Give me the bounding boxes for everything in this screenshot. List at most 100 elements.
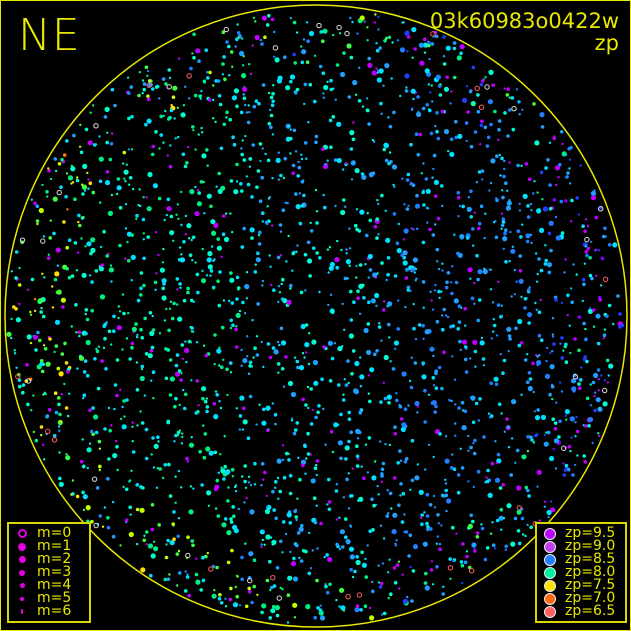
star	[278, 489, 283, 494]
star	[84, 331, 88, 336]
star	[490, 337, 493, 340]
star	[506, 326, 512, 332]
star	[568, 324, 571, 327]
star	[38, 338, 42, 343]
star	[172, 510, 176, 514]
star	[90, 519, 94, 524]
star	[211, 593, 217, 599]
star	[431, 583, 435, 586]
star	[231, 475, 235, 478]
star	[399, 494, 402, 497]
star	[213, 333, 217, 337]
star	[155, 486, 159, 489]
star	[386, 394, 392, 400]
magnitude-legend-item: m=1	[15, 539, 83, 553]
star	[35, 204, 40, 208]
star	[289, 550, 292, 554]
star	[344, 205, 347, 208]
bright-star	[478, 104, 485, 110]
star	[186, 286, 190, 291]
star	[131, 450, 136, 454]
star	[286, 202, 289, 205]
star	[398, 403, 401, 407]
star	[98, 179, 103, 184]
star	[406, 285, 411, 290]
star	[313, 520, 318, 525]
star	[328, 379, 333, 383]
star	[350, 178, 354, 181]
star	[405, 86, 408, 89]
star	[279, 586, 282, 590]
star	[54, 271, 60, 277]
star	[64, 406, 69, 410]
star	[302, 38, 306, 41]
star	[450, 291, 454, 296]
star	[289, 16, 293, 20]
star	[472, 442, 475, 445]
star	[194, 261, 197, 264]
star	[431, 376, 436, 380]
star	[92, 143, 97, 147]
star	[422, 337, 425, 340]
star	[296, 531, 301, 535]
star	[378, 68, 384, 74]
star	[271, 99, 275, 104]
star	[549, 455, 555, 462]
star	[455, 532, 458, 535]
star	[424, 329, 430, 335]
star	[258, 142, 263, 146]
star	[188, 442, 195, 448]
star	[539, 338, 544, 343]
star	[279, 326, 284, 331]
star	[404, 530, 409, 534]
star	[485, 144, 490, 148]
star	[106, 516, 110, 520]
star	[536, 485, 539, 488]
star	[386, 272, 390, 277]
star	[566, 171, 570, 175]
star	[349, 289, 353, 294]
star	[78, 223, 82, 228]
star	[527, 385, 533, 392]
star	[315, 473, 318, 477]
star	[247, 481, 251, 484]
star	[146, 69, 150, 73]
star	[99, 201, 102, 204]
star	[551, 417, 555, 422]
star	[222, 358, 225, 361]
star	[313, 54, 317, 57]
star	[298, 477, 302, 482]
star	[175, 277, 180, 281]
star	[87, 178, 90, 181]
star	[449, 151, 455, 157]
star	[487, 99, 493, 105]
star	[607, 243, 612, 247]
star	[480, 526, 485, 531]
star	[588, 273, 593, 278]
star	[45, 190, 49, 194]
star	[454, 422, 457, 425]
star	[451, 525, 455, 530]
star	[372, 272, 378, 278]
star	[359, 385, 363, 388]
star	[566, 314, 569, 317]
star	[593, 372, 599, 378]
star	[569, 416, 575, 422]
star	[595, 274, 598, 278]
star	[383, 142, 389, 148]
star	[523, 358, 528, 362]
star	[252, 584, 256, 589]
star	[190, 379, 193, 382]
star	[379, 101, 383, 106]
star	[345, 248, 348, 251]
star	[535, 353, 538, 357]
star	[532, 102, 536, 106]
star	[404, 73, 410, 79]
star	[163, 218, 166, 222]
star	[62, 220, 66, 224]
star	[548, 183, 552, 187]
star	[36, 330, 40, 335]
star	[429, 91, 432, 94]
star	[219, 453, 222, 456]
star	[256, 302, 260, 306]
